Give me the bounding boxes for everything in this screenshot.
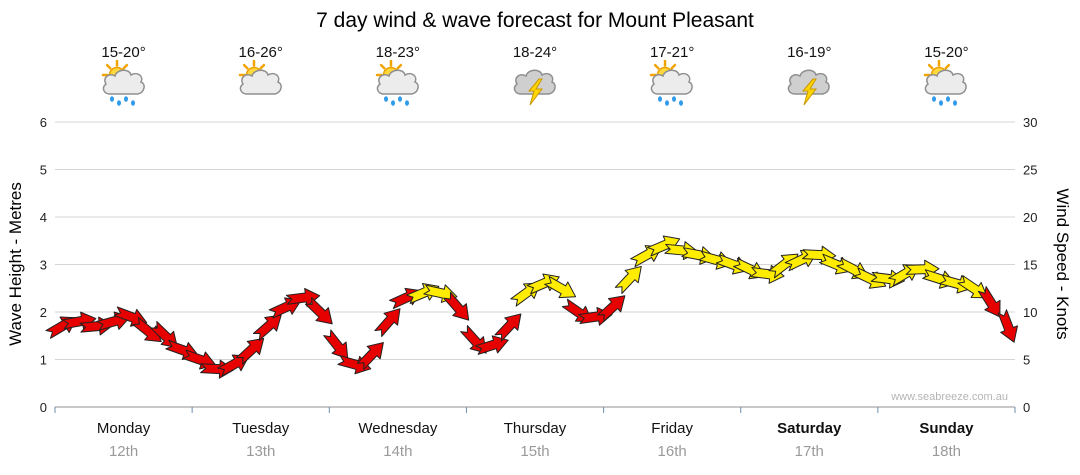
wind-arrow — [997, 309, 1018, 343]
wind-arrow — [443, 291, 470, 321]
day-date: 13th — [246, 443, 275, 460]
day-date: 12th — [109, 443, 138, 460]
wind-arrow — [474, 335, 509, 355]
watermark: www.seabreeze.com.au — [891, 391, 1008, 403]
day-label: Thursday — [504, 420, 567, 437]
day-label: Tuesday — [232, 420, 289, 437]
temperature-range: 16-19° — [787, 44, 832, 61]
temperature-range: 17-21° — [649, 44, 695, 61]
day-date: 14th — [383, 443, 412, 460]
storm-icon — [782, 60, 836, 108]
day-label: Monday — [97, 420, 151, 437]
day-date: 15th — [520, 443, 549, 460]
wind-arrow — [374, 308, 401, 338]
storm-icon — [508, 60, 562, 108]
wind-arrow — [235, 337, 265, 365]
wave-height-tick: 2 — [40, 305, 47, 320]
day-date: 17th — [795, 443, 824, 460]
wave-height-tick: 6 — [40, 115, 47, 130]
wind-arrow — [977, 286, 1001, 318]
sun-cloud-rain-icon — [371, 59, 425, 108]
wind-speed-tick: 0 — [1023, 400, 1030, 415]
wind-arrow — [544, 275, 577, 299]
temperature-range: 15-20° — [924, 44, 969, 61]
day-label: Friday — [651, 420, 693, 437]
temperature-range: 18-24° — [512, 44, 558, 61]
day-label: Sunday — [919, 420, 974, 437]
temperature-range: 16-26° — [238, 44, 283, 61]
wind-arrow — [597, 295, 626, 322]
wind-speed-tick: 30 — [1023, 115, 1037, 130]
wave-height-tick: 5 — [40, 163, 47, 178]
wind-arrow — [356, 342, 384, 370]
day-label: Wednesday — [358, 420, 437, 437]
wind-arrow — [304, 297, 333, 325]
wave-height-tick: 0 — [40, 400, 47, 415]
wind-speed-tick: 10 — [1023, 305, 1037, 320]
wave-height-tick: 3 — [40, 258, 47, 273]
sun-cloud-icon — [234, 59, 288, 108]
wave-height-tick: 4 — [40, 210, 47, 225]
temperature-range: 18-23° — [375, 44, 421, 61]
sun-cloud-rain-icon — [645, 59, 699, 108]
wind-arrow — [252, 314, 282, 341]
wind-arrow — [323, 329, 349, 360]
day-date: 16th — [658, 443, 687, 460]
wind-speed-tick: 5 — [1023, 353, 1030, 368]
sun-cloud-rain-icon — [97, 59, 151, 108]
wind-speed-tick: 25 — [1023, 163, 1037, 178]
wave-height-tick: 1 — [40, 353, 47, 368]
day-label: Saturday — [777, 420, 842, 437]
temperature-range: 15-20° — [101, 44, 146, 61]
wind-arrow — [217, 354, 250, 377]
sun-cloud-rain-icon — [919, 59, 973, 108]
chart-title: 7 day wind & wave forecast for Mount Ple… — [316, 9, 754, 32]
wind-speed-tick: 15 — [1023, 258, 1037, 273]
wind-arrow — [285, 287, 321, 307]
wind-arrow — [494, 313, 522, 342]
wind-arrow — [423, 284, 458, 303]
wind-arrow — [614, 265, 642, 295]
wind-arrow — [460, 325, 487, 354]
day-date: 18th — [932, 443, 961, 460]
wind-speed-tick: 20 — [1023, 210, 1037, 225]
